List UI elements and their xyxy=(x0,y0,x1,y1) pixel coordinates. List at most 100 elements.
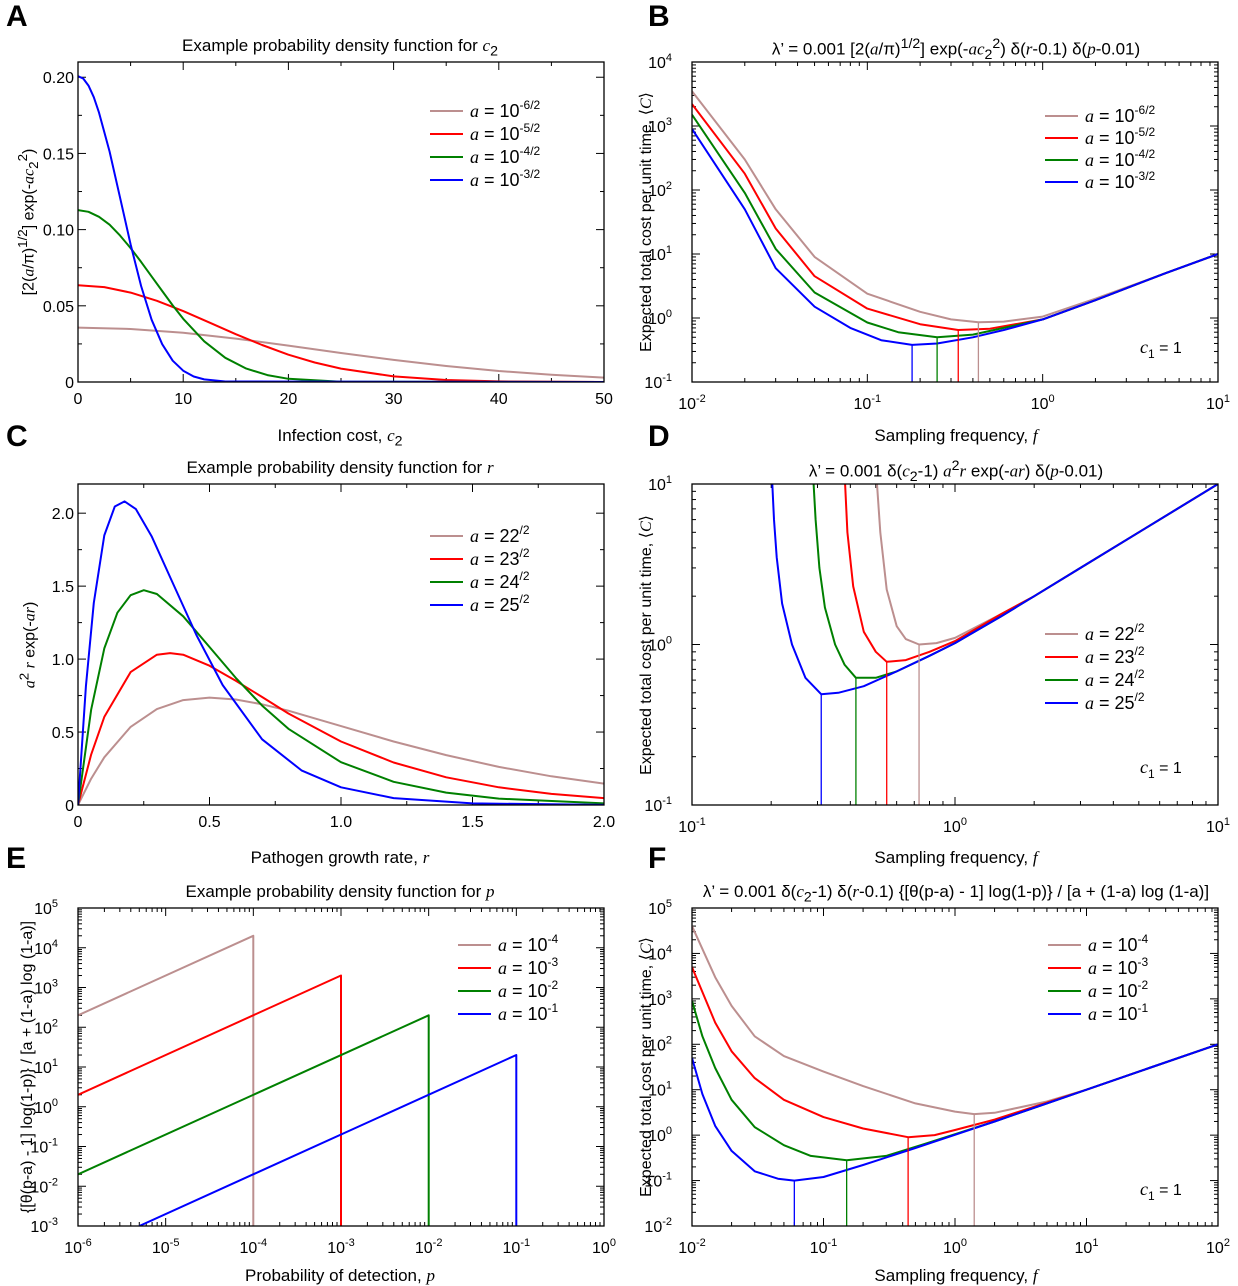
plot-frame xyxy=(691,907,1219,1227)
y-tick-label: 2.0 xyxy=(52,506,74,523)
annotation: c1 = 1 xyxy=(1140,757,1182,781)
legend: a = 22/2a = 23/2a = 24/2a = 25/2 xyxy=(430,523,530,615)
y-axis-label: {[θ(p-a) - 1] log(1-p)} / [a + (1-a) log… xyxy=(19,920,36,1214)
series-line-4 xyxy=(138,1054,518,1226)
annotation: c1 = 1 xyxy=(1140,337,1182,361)
y-axis-label: Expected total cost per unit time, ⟨C⟩ xyxy=(638,92,655,352)
axis-ticks xyxy=(691,907,1219,1227)
x-tick-label: 1.0 xyxy=(330,814,352,831)
y-axis-label: a2 r exp(-ar) xyxy=(16,601,39,689)
panel-f: 10-2 10-1 100 101 102 10-2 10-1 100 101 102 103 104… xyxy=(644,898,1230,1257)
series-line-3 xyxy=(78,209,604,382)
legend-label: a = 23/2 xyxy=(470,546,530,569)
x-tick-label: 1.5 xyxy=(461,814,483,831)
y-tick-label: 100 xyxy=(34,1097,58,1117)
legend-label: a = 22/2 xyxy=(1085,621,1145,644)
x-tick-label: 10 xyxy=(174,391,192,408)
series-group xyxy=(78,500,604,805)
legend: a = 10-6/2a = 10-5/2a = 10-4/2a = 10-3/2 xyxy=(430,98,541,190)
legend-label: a = 25/2 xyxy=(470,592,530,615)
y-tick-label: 101 xyxy=(648,244,672,264)
y-tick-label: 0 xyxy=(65,798,74,815)
legend-label: a = 23/2 xyxy=(1085,644,1145,667)
panel-label: B xyxy=(648,0,670,33)
series-line-1 xyxy=(876,484,1218,646)
series-line-4 xyxy=(78,75,604,382)
y-tick-label: 10-1 xyxy=(644,1171,672,1191)
x-tick-label: 0.5 xyxy=(198,814,220,831)
x-tick-label: 10-1 xyxy=(678,816,706,836)
y-tick-label: 105 xyxy=(34,898,58,918)
y-tick-label: 101 xyxy=(34,1057,58,1077)
y-axis-label: Expected total cost per unit time, ⟨C⟩ xyxy=(638,515,655,775)
series-line-1 xyxy=(692,90,1218,324)
series-line-4 xyxy=(692,1043,1218,1182)
x-axis-label: Sampling frequency, f xyxy=(874,426,1038,445)
y-tick-label: 10-1 xyxy=(644,795,672,815)
legend-label: a = 10-6/2 xyxy=(1085,103,1156,126)
x-tick-label: 10-4 xyxy=(240,1237,268,1257)
x-tick-label: 50 xyxy=(595,391,613,408)
y-tick-label: 101 xyxy=(648,1080,672,1100)
legend-label: a = 22/2 xyxy=(470,523,530,546)
legend-label: a = 10-4/2 xyxy=(470,144,541,167)
legend-label: a = 24/2 xyxy=(1085,667,1145,690)
x-tick-label: 10-2 xyxy=(678,393,706,413)
panel-b: 10-2 10-1 100 101 10-1 100 101 102 103 104 a = 10-… xyxy=(644,52,1230,413)
x-tick-label: 20 xyxy=(280,391,298,408)
x-axis-label: Sampling frequency, f xyxy=(874,848,1038,867)
legend-label: a = 10-3/2 xyxy=(1085,169,1156,192)
panel-title: Example probability density function for… xyxy=(182,36,498,60)
legend: a = 10-4a = 10-3a = 10-2a = 10-1 xyxy=(1048,932,1149,1024)
y-tick-label: 100 xyxy=(648,1125,672,1145)
y-tick-label: 0.20 xyxy=(43,70,74,87)
x-axis-label: Infection cost, c2 xyxy=(277,426,403,450)
series-line-4 xyxy=(771,484,1218,696)
plot-frame xyxy=(77,907,605,1227)
y-tick-label: 100 xyxy=(648,635,672,655)
y-tick-label: 103 xyxy=(648,116,672,136)
plot-frame xyxy=(77,483,605,806)
x-tick-label: 10-1 xyxy=(503,1237,531,1257)
plot-frame xyxy=(691,483,1219,806)
panel-label: E xyxy=(6,842,27,875)
panel-label: C xyxy=(6,420,28,453)
panel-title: Example probability density function for… xyxy=(185,882,495,901)
legend-label: a = 10-2 xyxy=(498,978,559,1001)
series-line-1 xyxy=(78,934,255,1226)
y-tick-label: 10-1 xyxy=(644,372,672,392)
y-tick-label: 104 xyxy=(648,943,672,963)
panel-title: Example probability density function for… xyxy=(186,458,494,477)
series-line-2 xyxy=(78,284,604,382)
x-tick-label: 40 xyxy=(490,391,508,408)
x-axis-label: Probability of detection, p xyxy=(245,1266,435,1285)
series-line-1 xyxy=(78,326,604,379)
series-line-4 xyxy=(78,500,604,805)
legend-label: a = 10-3/2 xyxy=(470,167,541,190)
y-tick-label: 104 xyxy=(648,52,672,72)
y-tick-label: 0 xyxy=(65,375,74,392)
y-tick-label: 101 xyxy=(648,474,672,494)
x-tick-label: 100 xyxy=(592,1237,616,1257)
y-tick-label: 102 xyxy=(34,1017,58,1037)
legend: a = 10-4a = 10-3a = 10-2a = 10-1 xyxy=(458,932,559,1024)
series-line-2 xyxy=(78,652,604,805)
y-tick-label: 0.15 xyxy=(43,146,74,163)
legend-label: a = 10-2 xyxy=(1088,978,1149,1001)
x-tick-label: 102 xyxy=(1206,1237,1230,1257)
x-axis-label: Sampling frequency, f xyxy=(874,1266,1038,1285)
legend: a = 22/2a = 23/2a = 24/2a = 25/2 xyxy=(1045,621,1145,713)
series-line-2 xyxy=(78,974,342,1226)
x-tick-label: 10-2 xyxy=(678,1237,706,1257)
panel-label: F xyxy=(648,842,667,875)
y-tick-label: 10-2 xyxy=(644,1216,672,1236)
legend-label: a = 25/2 xyxy=(1085,690,1145,713)
x-tick-label: 10-1 xyxy=(810,1237,838,1257)
series-line-2 xyxy=(844,484,1218,663)
y-tick-label: 10-2 xyxy=(30,1176,58,1196)
axis-ticks xyxy=(691,483,1219,806)
legend-label: a = 10-6/2 xyxy=(470,98,541,121)
legend-label: a = 10-4 xyxy=(498,932,559,955)
